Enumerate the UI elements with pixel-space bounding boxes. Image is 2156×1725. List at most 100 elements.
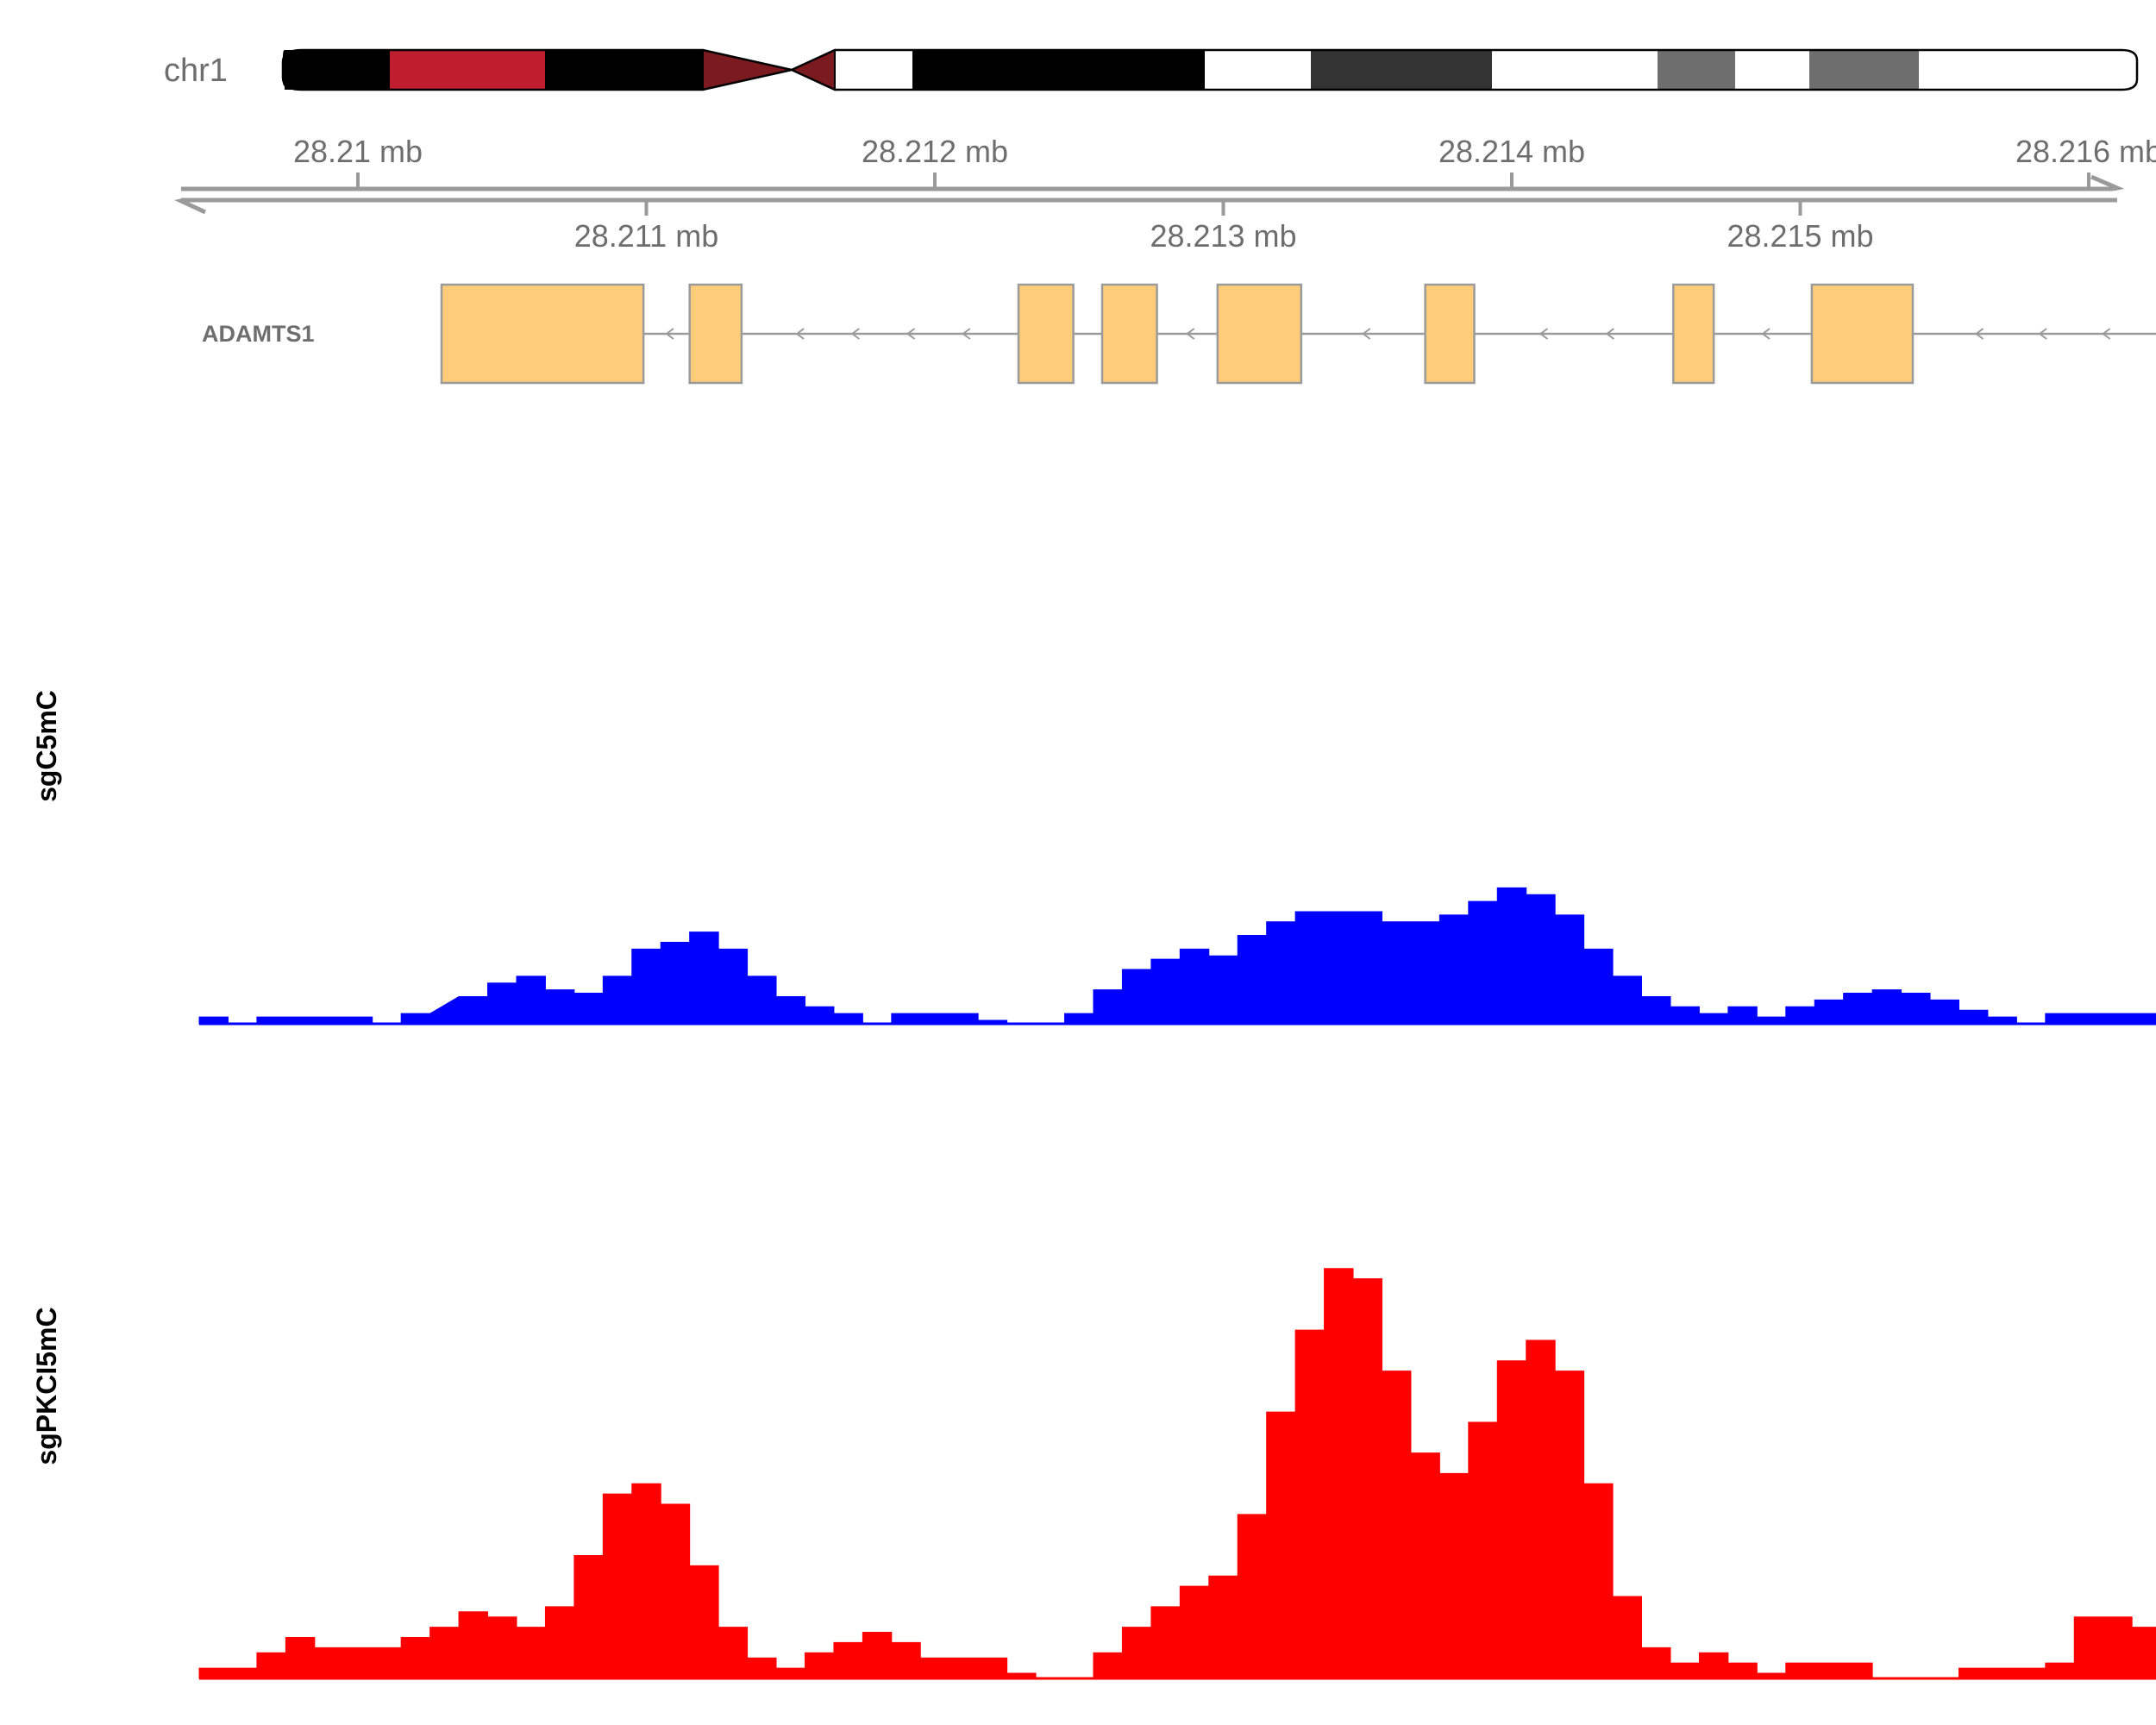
chromosome-label: chr1	[164, 53, 228, 89]
signal-bin	[950, 1013, 978, 1024]
signal-bin	[1786, 1007, 1814, 1024]
signal-bin	[1814, 1000, 1843, 1024]
signal-bin	[199, 1668, 228, 1678]
strand-arrow-icon	[1539, 328, 1549, 340]
signal-bin	[834, 1642, 862, 1678]
signal-bin	[1439, 1473, 1468, 1678]
chromosome-ideogram: chr1	[164, 48, 2139, 91]
signal-bin	[718, 949, 747, 1024]
signal-bin	[1699, 1653, 1727, 1678]
centromere-p-arm	[702, 48, 793, 91]
ideogram-outline	[281, 48, 2139, 91]
strand-arrow-icon	[1186, 328, 1195, 340]
signal-bin	[1469, 1422, 1497, 1678]
signal-bin	[978, 1658, 1006, 1678]
exon	[1017, 283, 1075, 385]
centromere-q-arm	[789, 48, 836, 91]
signal-bin	[1325, 1269, 1353, 1678]
signal-bin	[459, 996, 487, 1024]
signal-bin	[1902, 994, 1930, 1024]
ideogram-band	[835, 50, 912, 90]
signal-bin	[401, 1637, 429, 1678]
signal-bin	[1555, 1371, 1583, 1678]
signal-bin	[1699, 1013, 1727, 1024]
signal-bin	[2132, 1628, 2156, 1678]
signal-bin	[603, 976, 631, 1024]
signal-bin	[1151, 1607, 1180, 1678]
signal-bin	[892, 1013, 920, 1024]
signal-bin	[1670, 1007, 1699, 1024]
signal-bin	[690, 932, 718, 1024]
strand-arrow-icon	[1761, 328, 1771, 340]
strand-arrow-icon	[1974, 328, 1984, 340]
axis-tick-label-lower: 28.213 mb	[1150, 218, 1296, 254]
axis-arrow-right	[2090, 174, 2125, 191]
axis-tick-label-upper: 28.212 mb	[862, 134, 1008, 169]
gene-name-label: ADAMTS1	[202, 321, 315, 347]
signal-bin	[1872, 990, 1901, 1024]
signal-bin	[1497, 1361, 1526, 1678]
signal-bin	[776, 996, 805, 1024]
axis-tick-label-upper: 28.214 mb	[1438, 134, 1585, 169]
signal-track-sgPKCI5mC: sgPKCI5mC	[31, 1268, 2156, 1680]
signal-bin	[1786, 1663, 1814, 1678]
signal-bin	[1411, 1453, 1439, 1678]
signal-bin	[1613, 1596, 1641, 1678]
signal-bin	[517, 1628, 545, 1678]
signal-bin	[373, 1647, 401, 1678]
signal-area	[198, 1268, 2156, 1679]
signal-bin	[1526, 1340, 1555, 1678]
strand-arrow-icon	[906, 328, 916, 340]
signal-bin	[776, 1668, 805, 1678]
strand-arrow-icon	[2102, 328, 2111, 340]
signal-bin	[1844, 994, 1872, 1024]
exon	[688, 283, 743, 385]
signal-bin	[401, 1013, 429, 1024]
signal-bin	[1267, 1412, 1295, 1678]
signal-bin	[1728, 1007, 1757, 1024]
signal-bin	[2074, 1617, 2103, 1678]
signal-bin	[603, 1494, 631, 1678]
ideogram-band	[912, 50, 1205, 90]
axis-tick-label-upper: 28.216 mb	[2015, 134, 2156, 169]
signal-bin	[2016, 1668, 2045, 1678]
signal-bin	[2046, 1663, 2074, 1678]
ideogram-band	[1492, 50, 1658, 90]
ideogram-band	[1311, 50, 1492, 90]
ideogram-band	[1658, 50, 1735, 90]
axis-tick-label-upper: 28.21 mb	[293, 134, 423, 169]
signal-bin	[1180, 1586, 1208, 1678]
signal-bin	[430, 1628, 459, 1678]
signal-bin	[228, 1668, 256, 1678]
signal-bin	[1959, 1010, 1987, 1024]
signal-bin	[1526, 894, 1555, 1024]
signal-bin	[488, 983, 517, 1024]
strand-arrow-icon	[962, 328, 971, 340]
signal-bin	[459, 1612, 487, 1678]
signal-bin	[661, 942, 689, 1024]
signal-bin	[1065, 1013, 1094, 1024]
signal-bin	[1439, 915, 1468, 1024]
exon	[1424, 283, 1476, 385]
axis-tick-label-lower: 28.215 mb	[1727, 218, 1873, 254]
exon	[1810, 283, 1915, 385]
signal-bin	[2132, 1013, 2156, 1024]
signal-bin	[517, 976, 545, 1024]
strand-arrow-icon	[1362, 328, 1371, 340]
ideogram-band	[1735, 50, 1809, 90]
signal-bin	[1209, 1576, 1238, 1678]
signal-bin	[1151, 959, 1180, 1024]
exon	[1216, 283, 1303, 385]
signal-bin	[1411, 922, 1439, 1024]
signal-bin	[1267, 922, 1295, 1024]
strand-arrow-icon	[850, 328, 860, 340]
signal-bin	[1209, 956, 1238, 1024]
signal-bin	[1353, 912, 1382, 1024]
signal-area	[198, 887, 2156, 1025]
signal-bin	[545, 1607, 573, 1678]
signal-bin	[805, 1007, 833, 1024]
signal-bin	[1180, 949, 1208, 1024]
ideogram-bands	[281, 48, 2139, 91]
axis-arrow-left	[174, 198, 207, 215]
signal-bin	[1728, 1663, 1757, 1678]
